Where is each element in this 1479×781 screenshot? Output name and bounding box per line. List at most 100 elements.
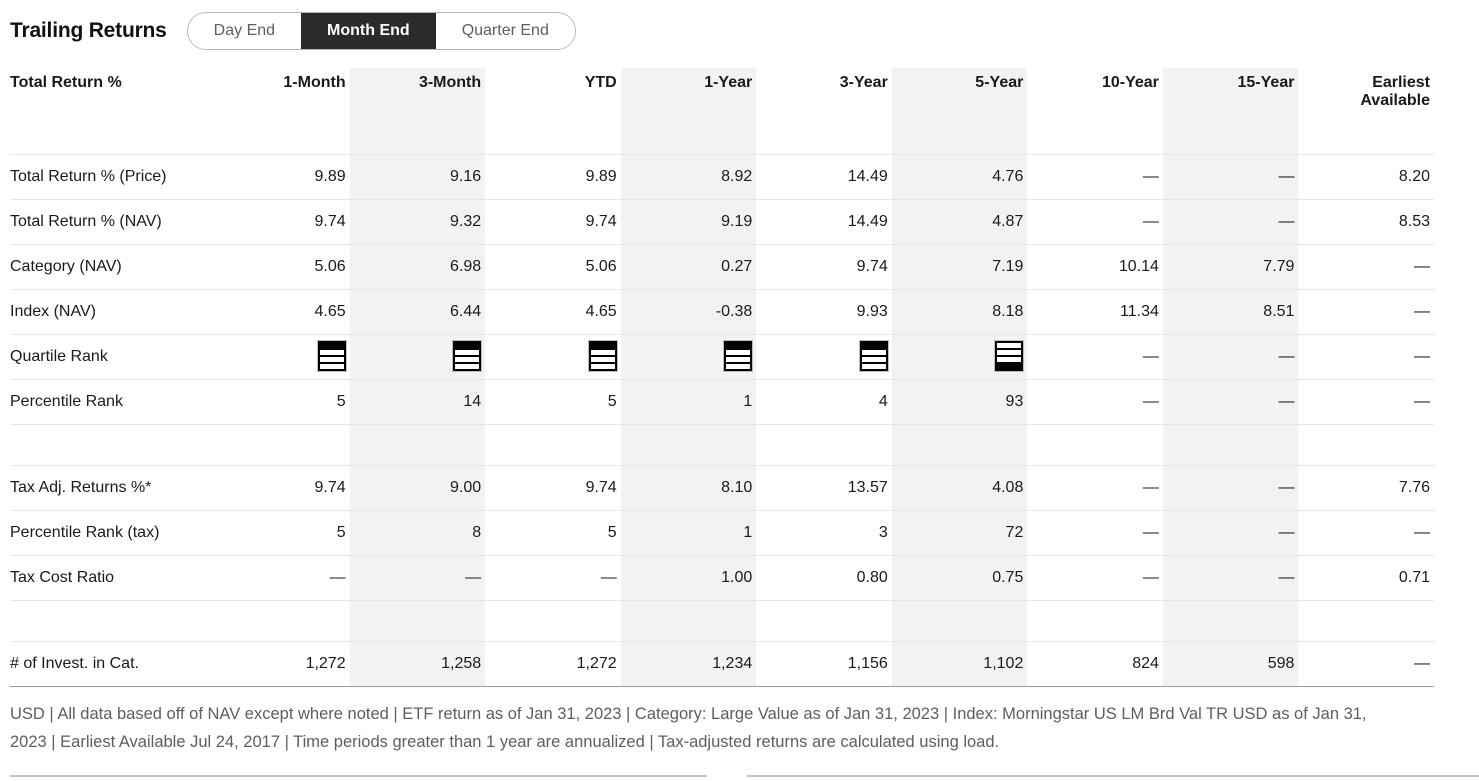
row-label: Tax Cost Ratio (10, 554, 215, 601)
cell-value: 8.53 (1298, 198, 1434, 244)
tab-day-end[interactable]: Day End (187, 13, 302, 49)
cell-value: 1,272 (214, 640, 350, 687)
cell-value: — (349, 554, 486, 601)
cell-value: 8 (349, 509, 486, 555)
cell-value: 7.76 (1298, 464, 1434, 510)
quartile-rank-cell (891, 333, 1028, 379)
quartile-rank-cell (485, 333, 621, 379)
cell-value: 9.74 (214, 198, 350, 244)
tab-quarter-end[interactable]: Quarter End (435, 13, 575, 49)
row-label: Index (NAV) (10, 288, 215, 334)
cell-value: 9.74 (485, 198, 621, 244)
spacer-cell (214, 600, 350, 641)
cell-value: 9.93 (756, 288, 892, 334)
cell-value: 9.00 (349, 464, 486, 510)
spacer-cell (10, 600, 214, 641)
table-row: Percentile Rank 5 14 5 1 4 93— — — (10, 378, 1434, 425)
row-label: Total Return % (Price) (10, 153, 215, 199)
table-row: Quartile Rank — — — (10, 333, 1434, 379)
spacer-cell (756, 424, 892, 465)
cell-value: 1 (620, 378, 757, 425)
cell-value: 0.71 (1298, 554, 1434, 601)
cell-value: 9.74 (756, 243, 892, 289)
quartile-rank-cell (620, 333, 757, 379)
cell-value: — (1298, 509, 1434, 555)
cell-value: — (1162, 198, 1299, 244)
cell-value: 5 (485, 378, 621, 425)
cell-value: 6.44 (349, 288, 486, 334)
cell-value: 13.57 (756, 464, 892, 510)
cell-value: 7.79 (1162, 243, 1299, 289)
column-header: 3-Year (839, 74, 888, 91)
row-label: Percentile Rank (10, 378, 215, 425)
column-header: 5-Year (891, 68, 1028, 154)
column-header: 1-Month (283, 74, 346, 91)
cell-value: 7.19 (891, 243, 1028, 289)
quartile-rank-cell (756, 333, 892, 379)
column-header: 15-Year (1162, 68, 1299, 154)
cell-value: 93 (891, 378, 1028, 425)
cell-value: 9.16 (349, 153, 486, 199)
cell-value: 9.74 (485, 464, 621, 510)
quartile-rank-icon (723, 339, 754, 372)
cell-value: — (1298, 378, 1434, 425)
section-divider-right (747, 775, 1479, 777)
cell-value: 5.06 (485, 243, 621, 289)
page-title: Trailing Returns (10, 19, 167, 42)
cell-value: — (1027, 464, 1163, 510)
cell-value: 1,102 (891, 640, 1028, 687)
quartile-rank-icon (316, 339, 347, 372)
tab-month-end[interactable]: Month End (301, 13, 436, 49)
cell-value: 9.32 (349, 198, 486, 244)
cell-value: 4 (756, 378, 892, 425)
cell-value: — (1162, 378, 1299, 425)
table-row: Total Return % (Price) 9.89 9.16 9.89 8.92 14… (10, 153, 1434, 199)
cell-value: 4.65 (485, 288, 621, 334)
cell-value: 1,258 (349, 640, 486, 687)
section-header: Trailing Returns Day End Month End Quart… (10, 12, 1469, 50)
column-header: 10-Year (1101, 74, 1159, 91)
cell-value: 1,234 (620, 640, 757, 687)
cell-value: — (1027, 333, 1163, 379)
cell-value: 5 (214, 378, 350, 425)
spacer-cell (1162, 424, 1299, 465)
spacer-row (10, 424, 1434, 465)
column-header: Earliest Available (1360, 74, 1430, 109)
cell-value: — (1027, 378, 1163, 425)
table-row: Tax Cost Ratio — — —1.00 0.80 0.75— —0.71 (10, 554, 1434, 601)
cell-value: — (1027, 198, 1163, 244)
spacer-cell (1162, 600, 1299, 641)
quartile-rank-cell (214, 333, 350, 379)
column-header-metric: Total Return % (10, 74, 122, 91)
cell-value: 5 (214, 509, 350, 555)
cell-value: 824 (1027, 640, 1163, 687)
cell-value: 0.27 (620, 243, 757, 289)
spacer-cell (485, 424, 621, 465)
cell-value: 9.19 (620, 198, 757, 244)
column-header: YTD (584, 74, 617, 91)
cell-value: 8.20 (1298, 153, 1434, 199)
table-row: # of Invest. in Cat. 1,272 1,258 1,272 1,234… (10, 640, 1434, 687)
cell-value: — (1298, 288, 1434, 334)
column-header: 3-Month (349, 68, 486, 154)
cell-value: — (1027, 153, 1163, 199)
quartile-rank-icon (452, 339, 483, 372)
trailing-returns-table: Total Return % 1-Month 3-Month YTD 1-Year 3-Y… (10, 68, 1434, 687)
period-end-toggle: Day End Month End Quarter End (186, 12, 576, 50)
spacer-cell (349, 424, 486, 465)
cell-value: — (1027, 509, 1163, 555)
spacer-cell (349, 600, 486, 641)
cell-value: 8.18 (891, 288, 1028, 334)
section-divider-left (10, 775, 707, 777)
cell-value: 3 (756, 509, 892, 555)
cell-value: 8.51 (1162, 288, 1299, 334)
cell-value: 4.76 (891, 153, 1028, 199)
table-row: Tax Adj. Returns %* 9.74 9.00 9.74 8.10 13.57… (10, 464, 1434, 510)
spacer-cell (1027, 600, 1163, 641)
cell-value: — (1162, 509, 1299, 555)
spacer-cell (214, 424, 350, 465)
cell-value: 72 (891, 509, 1028, 555)
spacer-cell (756, 600, 892, 641)
cell-value: 1,156 (756, 640, 892, 687)
cell-value: 0.80 (756, 554, 892, 601)
